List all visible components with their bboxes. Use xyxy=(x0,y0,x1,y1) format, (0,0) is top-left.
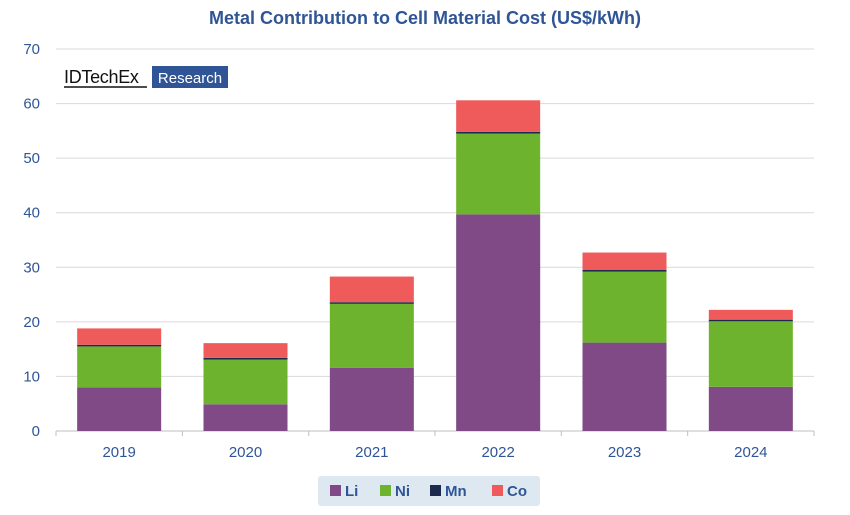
y-tick-label: 10 xyxy=(23,368,40,385)
bar-co-2020 xyxy=(203,343,288,358)
bar-mn-2024 xyxy=(708,319,793,322)
bar-co-2023 xyxy=(582,252,667,271)
y-tick-label: 70 xyxy=(23,41,40,58)
legend-box xyxy=(318,476,540,506)
y-tick-label: 0 xyxy=(32,423,40,440)
bar-ni-2023 xyxy=(582,271,667,343)
legend-label-mn: Mn xyxy=(445,483,467,500)
legend-swatch-li xyxy=(330,485,341,496)
bar-mn-2022 xyxy=(456,131,541,134)
logo-text-research: Research xyxy=(158,70,222,87)
y-tick-label: 30 xyxy=(23,259,40,276)
bar-li-2019 xyxy=(77,387,162,431)
legend-swatch-ni xyxy=(380,485,391,496)
x-tick-label: 2020 xyxy=(229,444,262,461)
x-tick-label: 2024 xyxy=(734,444,767,461)
legend: Li Ni Mn Co xyxy=(318,476,540,506)
bar-li-2023 xyxy=(582,342,667,431)
bar-ni-2021 xyxy=(329,303,414,368)
bar-mn-2023 xyxy=(582,270,667,272)
logo-text-idtechex: IDTechEx xyxy=(64,67,139,87)
bar-li-2021 xyxy=(329,367,414,431)
bar-co-2022 xyxy=(456,100,541,132)
legend-swatch-mn xyxy=(430,485,441,496)
y-axis-ticks: 0 10 20 30 40 50 60 70 xyxy=(23,41,40,440)
x-tick-label: 2019 xyxy=(102,444,135,461)
idtechex-logo: IDTechEx Research xyxy=(64,66,228,88)
legend-swatch-co xyxy=(492,485,503,496)
bar-mn-2021 xyxy=(329,302,414,304)
legend-label-co: Co xyxy=(507,483,527,500)
x-tick-label: 2022 xyxy=(481,444,514,461)
y-tick-label: 40 xyxy=(23,205,40,222)
gridlines xyxy=(56,48,814,432)
y-tick-label: 20 xyxy=(23,314,40,331)
legend-label-ni: Ni xyxy=(395,483,410,500)
x-tick-label: 2023 xyxy=(608,444,641,461)
y-tick-label: 50 xyxy=(23,150,40,167)
bar-ni-2024 xyxy=(708,321,793,387)
bar-ni-2022 xyxy=(456,133,541,215)
bar-mn-2019 xyxy=(77,344,162,347)
bar-mn-2020 xyxy=(203,357,288,360)
bar-co-2019 xyxy=(77,328,162,345)
bar-ni-2020 xyxy=(203,359,288,405)
bar-co-2021 xyxy=(329,276,414,303)
bar-ni-2019 xyxy=(77,346,162,388)
chart-title: Metal Contribution to Cell Material Cost… xyxy=(209,8,641,28)
x-axis-ticks: 2019 2020 2021 2022 2023 2024 xyxy=(55,431,815,461)
bar-li-2020 xyxy=(203,404,288,431)
x-tick-label: 2021 xyxy=(355,444,388,461)
logo-research-box xyxy=(152,66,228,88)
bars xyxy=(77,100,793,431)
bar-co-2024 xyxy=(708,309,793,320)
bar-li-2022 xyxy=(456,214,541,431)
y-tick-label: 60 xyxy=(23,96,40,113)
legend-label-li: Li xyxy=(345,483,358,500)
bar-li-2024 xyxy=(708,386,793,431)
